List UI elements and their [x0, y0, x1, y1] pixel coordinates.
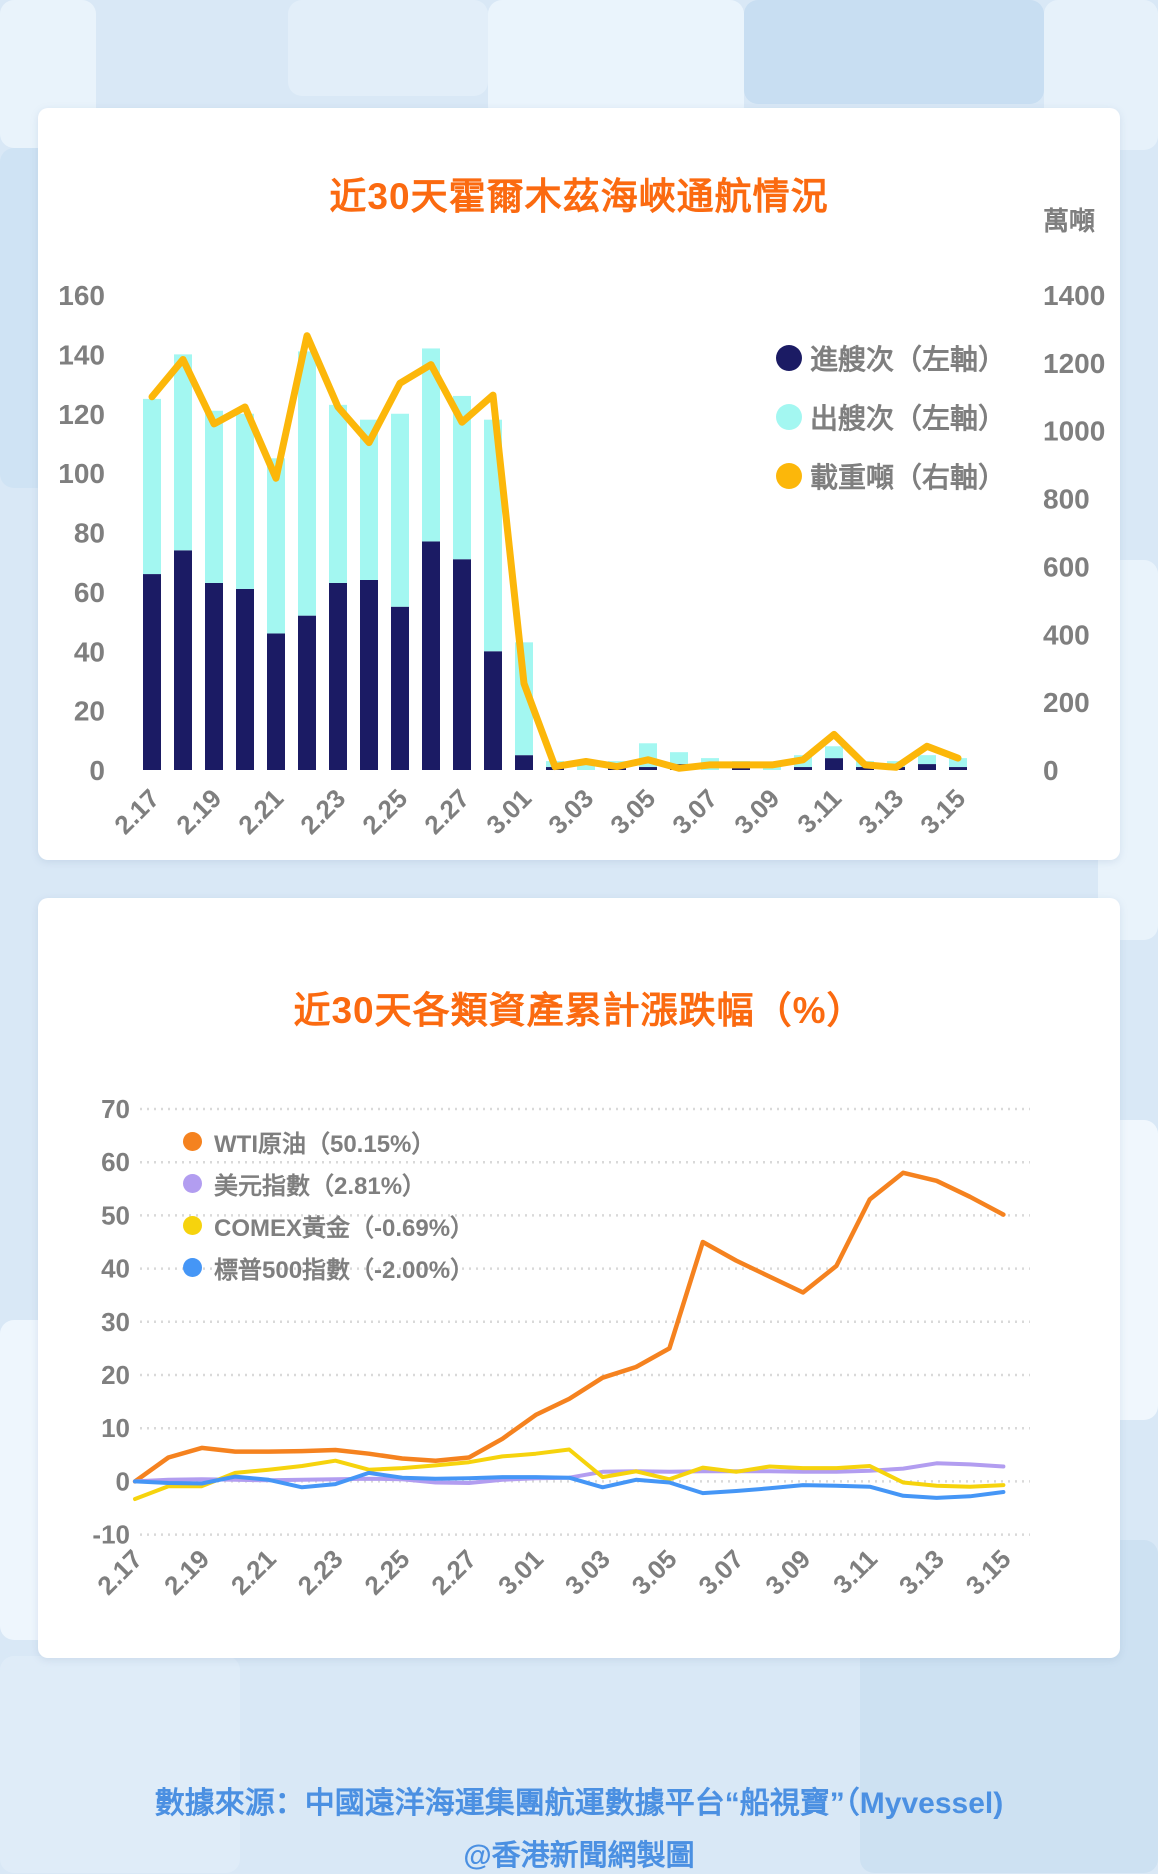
assets-chart-legend: WTI原油（50.15%） 美元指數（2.81%） COMEX黃金（-0.69%…	[183, 1124, 474, 1285]
bg-tile	[488, 0, 744, 120]
svg-text:60: 60	[74, 577, 105, 608]
svg-text:200: 200	[1043, 687, 1090, 718]
legend-label: 進艘次（左軸）	[810, 344, 1007, 375]
svg-text:2.27: 2.27	[425, 1544, 482, 1601]
svg-text:3.15: 3.15	[914, 783, 971, 840]
svg-text:80: 80	[74, 518, 105, 549]
bg-tile	[0, 1656, 240, 1873]
svg-text:140: 140	[58, 339, 105, 370]
legend-item-wti: WTI原油（50.15%）	[183, 1124, 474, 1159]
outbound-swatch-icon	[776, 404, 802, 430]
assets-chart-title: 近30天各類資產累計漲跌幅（%）	[293, 990, 865, 1031]
svg-text:160: 160	[58, 280, 105, 311]
data-source-line: 數據來源：中國遠洋海運集團航運數據平台“船視寶”（Myvessel)	[154, 1787, 1004, 1820]
svg-text:3.05: 3.05	[604, 783, 661, 840]
svg-text:100: 100	[58, 458, 105, 489]
svg-text:2.27: 2.27	[418, 783, 475, 840]
credit-line: @香港新聞網製圖	[463, 1840, 695, 1872]
svg-text:3.09: 3.09	[728, 783, 785, 840]
legend-label: 出艘次（左軸）	[810, 403, 1007, 434]
legend-item-inbound: 進艘次（左軸）	[776, 338, 1006, 378]
svg-text:2.19: 2.19	[158, 1544, 215, 1601]
strait-chart-title: 近30天霍爾木茲海峽通航情況	[329, 176, 829, 217]
svg-text:3.13: 3.13	[893, 1544, 950, 1601]
sp500-swatch-icon	[183, 1258, 202, 1277]
svg-text:2.25: 2.25	[358, 1544, 415, 1601]
svg-text:2.21: 2.21	[225, 1544, 282, 1601]
legend-item-dollar-index: 美元指數（2.81%）	[183, 1166, 474, 1201]
svg-text:2.19: 2.19	[170, 783, 227, 840]
legend-label: 標普500指數（-2.00%）	[214, 1257, 475, 1284]
svg-text:2.17: 2.17	[108, 783, 165, 840]
svg-text:800: 800	[1043, 484, 1090, 515]
svg-text:1000: 1000	[1043, 416, 1105, 447]
svg-text:3.07: 3.07	[692, 1544, 749, 1601]
strait-chart-card: 近30天霍爾木茲海峽通航情況 0 20 40 60 80 100 120 140 160 0 200…	[38, 108, 1120, 860]
svg-text:0: 0	[89, 755, 105, 786]
legend-item-outbound: 出艘次（左軸）	[776, 397, 1006, 437]
legend-item-deadweight: 載重噸（右軸）	[776, 456, 1006, 496]
svg-text:2.23: 2.23	[294, 783, 351, 840]
svg-text:30: 30	[101, 1307, 130, 1337]
deadweight-swatch-icon	[776, 463, 802, 489]
svg-text:400: 400	[1043, 619, 1090, 650]
svg-text:3.09: 3.09	[759, 1544, 816, 1601]
inbound-swatch-icon	[776, 345, 802, 371]
svg-text:-10: -10	[92, 1520, 130, 1550]
svg-text:3.11: 3.11	[827, 1544, 883, 1600]
bg-tile	[288, 0, 488, 96]
svg-text:3.07: 3.07	[666, 783, 723, 840]
svg-text:50: 50	[101, 1200, 130, 1230]
svg-text:60: 60	[101, 1147, 130, 1177]
svg-text:40: 40	[101, 1254, 130, 1284]
svg-text:3.03: 3.03	[542, 783, 599, 840]
svg-text:3.01: 3.01	[492, 1544, 549, 1601]
svg-text:0: 0	[116, 1466, 130, 1496]
strait-chart-legend: 進艘次（左軸） 出艘次（左軸） 載重噸（右軸）	[776, 338, 1006, 496]
assets-chart-card: 近30天各類資產累計漲跌幅（%） -10 0 10 20 30 40 50 60 70 2.17 2…	[38, 898, 1120, 1658]
legend-item-comex-gold: COMEX黃金（-0.69%）	[183, 1208, 474, 1243]
dollar-index-swatch-icon	[183, 1174, 202, 1193]
svg-text:40: 40	[74, 636, 105, 667]
svg-text:600: 600	[1043, 551, 1090, 582]
svg-text:2.23: 2.23	[292, 1544, 349, 1601]
svg-text:3.15: 3.15	[960, 1544, 1017, 1601]
svg-text:2.21: 2.21	[232, 783, 289, 840]
svg-text:3.13: 3.13	[852, 783, 909, 840]
legend-label: COMEX黃金（-0.69%）	[214, 1215, 475, 1242]
svg-text:120: 120	[58, 399, 105, 430]
bg-tile	[744, 0, 1044, 104]
legend-label: 載重噸（右軸）	[810, 462, 1007, 493]
svg-text:0: 0	[1043, 755, 1059, 786]
svg-text:10: 10	[101, 1413, 130, 1443]
comex-gold-swatch-icon	[183, 1216, 202, 1235]
svg-text:3.05: 3.05	[626, 1544, 683, 1601]
svg-text:20: 20	[101, 1360, 130, 1390]
legend-label: 美元指數（2.81%）	[214, 1173, 427, 1200]
svg-text:1200: 1200	[1043, 348, 1105, 379]
legend-item-sp500: 標普500指數（-2.00%）	[183, 1250, 474, 1285]
svg-text:2.17: 2.17	[91, 1544, 148, 1601]
svg-text:萬噸: 萬噸	[1043, 206, 1095, 236]
legend-label: WTI原油（50.15%）	[214, 1131, 436, 1158]
assets-chart-plot: -10 0 10 20 30 40 50 60 70 2.17 2.19 2.21 2.23 2.25 2.…	[91, 1094, 1030, 1601]
svg-text:2.25: 2.25	[356, 783, 413, 840]
svg-text:3.03: 3.03	[559, 1544, 616, 1601]
svg-text:1400: 1400	[1043, 280, 1105, 311]
svg-text:70: 70	[101, 1094, 130, 1124]
wti-swatch-icon	[183, 1132, 202, 1151]
svg-text:3.01: 3.01	[480, 783, 537, 840]
strait-chart-plot: 0 20 40 60 80 100 120 140 160 0 200 400 600 800 1000 12…	[58, 206, 1105, 840]
svg-text:20: 20	[74, 696, 105, 727]
svg-text:3.11: 3.11	[791, 783, 847, 839]
